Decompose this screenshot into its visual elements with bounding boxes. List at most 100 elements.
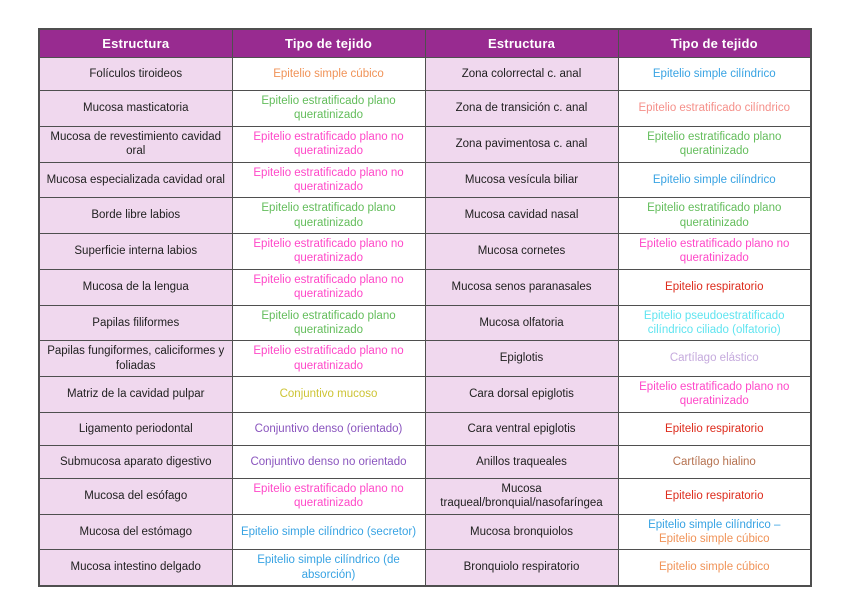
structure-cell: Zona colorrectal c. anal — [424, 57, 619, 91]
table-row: Submucosa aparato digestivo Conjuntivo de… — [38, 444, 812, 479]
tissue-label: Epitelio estratificado cilíndrico — [638, 102, 791, 115]
tissue-cell: Epitelio simple cilíndrico (secretor) — [231, 513, 426, 551]
table-row: Mucosa del estómago Epitelio simple cilín… — [38, 513, 812, 551]
tissue-label: Cartílago hialino — [672, 455, 756, 468]
table-row: Mucosa de revestimiento cavidad oral Epit… — [38, 125, 812, 163]
structure-cell: Matriz de la cavidad pulpar — [38, 376, 233, 413]
table-row: Mucosa especializada cavidad oral Epiteli… — [38, 161, 812, 199]
tissue-label: Epitelio simple cilíndrico — [652, 173, 776, 186]
tissue-cell: Conjuntivo mucoso — [231, 376, 426, 413]
header-estructura-right: Estructura — [424, 28, 619, 58]
table-row: Matriz de la cavidad pulpar Conjuntivo mu… — [38, 376, 812, 413]
table-row: Papilas fungiformes, caliciformes y foli… — [38, 340, 812, 377]
tissue-label: Epitelio estratificado plano no queratin… — [639, 381, 790, 408]
table-row: Folículos tiroideos Epitelio simple cúbic… — [38, 57, 812, 91]
tissue-cell: Epitelio pseudoestratificado cilíndrico … — [617, 304, 812, 342]
tissue-label: Epitelio estratificado plano queratiniza… — [261, 95, 396, 122]
tissue-label: Epitelio estratificado plano queratiniza… — [647, 130, 782, 158]
tissue-label: Epitelio simple cilíndrico — [652, 67, 776, 80]
tissue-cell: Epitelio estratificado plano no queratin… — [231, 477, 426, 515]
structure-cell: Papilas filiformes — [38, 304, 233, 342]
tissue-label: Epitelio simple cúbico — [658, 532, 770, 545]
tissue-cell: Conjuntivo denso no orientado — [231, 444, 426, 479]
structure-cell: Zona pavimentosa c. anal — [424, 125, 619, 163]
structure-cell: Mucosa de la lengua — [38, 268, 233, 306]
tissue-label: Epitelio simple cilíndrico (de absorción… — [257, 554, 400, 581]
tissue-table: Estructura Tipo de tejido Estructura Tip… — [38, 28, 812, 587]
structure-cell: Submucosa aparato digestivo — [38, 444, 233, 479]
tissue-cell: Epitelio estratificado plano no queratin… — [231, 268, 426, 306]
table-row: Superficie interna labios Epitelio estrat… — [38, 233, 812, 270]
tissue-cell: Epitelio estratificado plano queratiniza… — [231, 304, 426, 342]
tissue-cell: Epitelio simple cilíndrico — [617, 57, 812, 91]
structure-cell: Superficie interna labios — [38, 233, 233, 270]
tissue-label: Epitelio respiratorio — [665, 422, 764, 435]
tissue-label: Epitelio respiratorio — [665, 280, 764, 293]
structure-cell: Mucosa de revestimiento cavidad oral — [38, 125, 233, 163]
tissue-cell: Cartílago elástico — [617, 340, 812, 377]
tissue-cell: Epitelio estratificado plano queratiniza… — [617, 125, 812, 163]
structure-cell: Cara ventral epiglotis — [424, 411, 619, 446]
table-row: Papilas filiformes Epitelio estratificado… — [38, 304, 812, 342]
tissue-label: Epitelio estratificado plano no queratin… — [253, 130, 404, 158]
tissue-cell: Epitelio estratificado plano no queratin… — [617, 233, 812, 270]
tissue-label: Epitelio estratificado plano no queratin… — [253, 166, 404, 193]
table-row: Mucosa intestino delgado Epitelio simple … — [38, 549, 812, 587]
structure-cell: Cara dorsal epiglotis — [424, 376, 619, 413]
structure-cell: Anillos traqueales — [424, 444, 619, 479]
tissue-cell: Epitelio respiratorio — [617, 411, 812, 446]
tissue-cell: Epitelio estratificado plano no queratin… — [231, 161, 426, 199]
table-row: Ligamento periodontal Conjuntivo denso (o… — [38, 411, 812, 446]
table-row: Borde libre labios Epitelio estratificado… — [38, 197, 812, 234]
tissue-cell: Epitelio simple cilíndrico (de absorción… — [231, 549, 426, 587]
tissue-label: Epitelio simple cilíndrico – — [648, 518, 781, 531]
structure-cell: Zona de transición c. anal — [424, 90, 619, 127]
structure-cell: Mucosa masticatoria — [38, 90, 233, 127]
tissue-cell: Epitelio estratificado plano queratiniza… — [231, 197, 426, 234]
tissue-label: Epitelio simple cúbico — [273, 67, 384, 80]
structure-cell: Mucosa intestino delgado — [38, 549, 233, 587]
tissue-label: Conjuntivo denso (orientado) — [254, 422, 403, 435]
tissue-cell: Epitelio estratificado plano no queratin… — [617, 376, 812, 413]
tissue-label: Conjuntivo mucoso — [279, 388, 378, 401]
tissue-label: Epitelio simple cilíndrico (secretor) — [240, 525, 417, 538]
structure-cell: Mucosa del estómago — [38, 513, 233, 551]
table-row: Mucosa del esófago Epitelio estratificado… — [38, 477, 812, 515]
table-body: Folículos tiroideos Epitelio simple cúbic… — [38, 57, 812, 587]
tissue-label: Epitelio pseudoestratificado cilíndrico … — [643, 309, 785, 336]
tissue-cell: Epitelio estratificado plano queratiniza… — [231, 90, 426, 127]
structure-cell: Mucosa bronquiolos — [424, 513, 619, 551]
header-tipo-tejido-right: Tipo de tejido — [617, 28, 812, 58]
structure-cell: Bronquiolo respiratorio — [424, 549, 619, 587]
structure-cell: Folículos tiroideos — [38, 57, 233, 91]
table-row: Mucosa de la lengua Epitelio estratificad… — [38, 268, 812, 306]
structure-cell: Mucosa olfatoria — [424, 304, 619, 342]
header-tipo-tejido-left: Tipo de tejido — [231, 28, 426, 58]
tissue-label: Epitelio respiratorio — [665, 489, 764, 502]
tissue-cell: Epitelio simple cúbico — [617, 549, 812, 587]
tissue-cell: Epitelio estratificado plano queratiniza… — [617, 197, 812, 234]
tissue-cell: Epitelio simple cilíndrico – Epitelio sim… — [617, 513, 812, 551]
structure-cell: Borde libre labios — [38, 197, 233, 234]
structure-cell: Epiglotis — [424, 340, 619, 377]
structure-cell: Mucosa cavidad nasal — [424, 197, 619, 234]
tissue-label: Epitelio estratificado plano no queratin… — [639, 238, 790, 265]
structure-cell: Mucosa del esófago — [38, 477, 233, 515]
tissue-cell: Cartílago hialino — [617, 444, 812, 479]
tissue-label: Epitelio estratificado plano no queratin… — [253, 345, 404, 372]
tissue-label: Epitelio simple cúbico — [658, 561, 770, 574]
tissue-cell: Epitelio estratificado plano no queratin… — [231, 340, 426, 377]
tissue-cell: Epitelio estratificado plano no queratin… — [231, 233, 426, 270]
structure-cell: Mucosa especializada cavidad oral — [38, 161, 233, 199]
tissue-label: Epitelio estratificado plano no queratin… — [253, 238, 404, 265]
header-estructura-left: Estructura — [38, 28, 233, 58]
tissue-label: Epitelio estratificado plano no queratin… — [253, 482, 404, 510]
structure-cell: Mucosa cornetes — [424, 233, 619, 270]
tissue-label: Cartílago elástico — [669, 352, 759, 365]
table-header-row: Estructura Tipo de tejido Estructura Tip… — [38, 28, 812, 58]
tissue-cell: Epitelio respiratorio — [617, 477, 812, 515]
tissue-label: Epitelio estratificado plano queratiniza… — [261, 202, 396, 229]
tissue-cell: Epitelio estratificado cilíndrico — [617, 90, 812, 127]
tissue-cell: Epitelio estratificado plano no queratin… — [231, 125, 426, 163]
